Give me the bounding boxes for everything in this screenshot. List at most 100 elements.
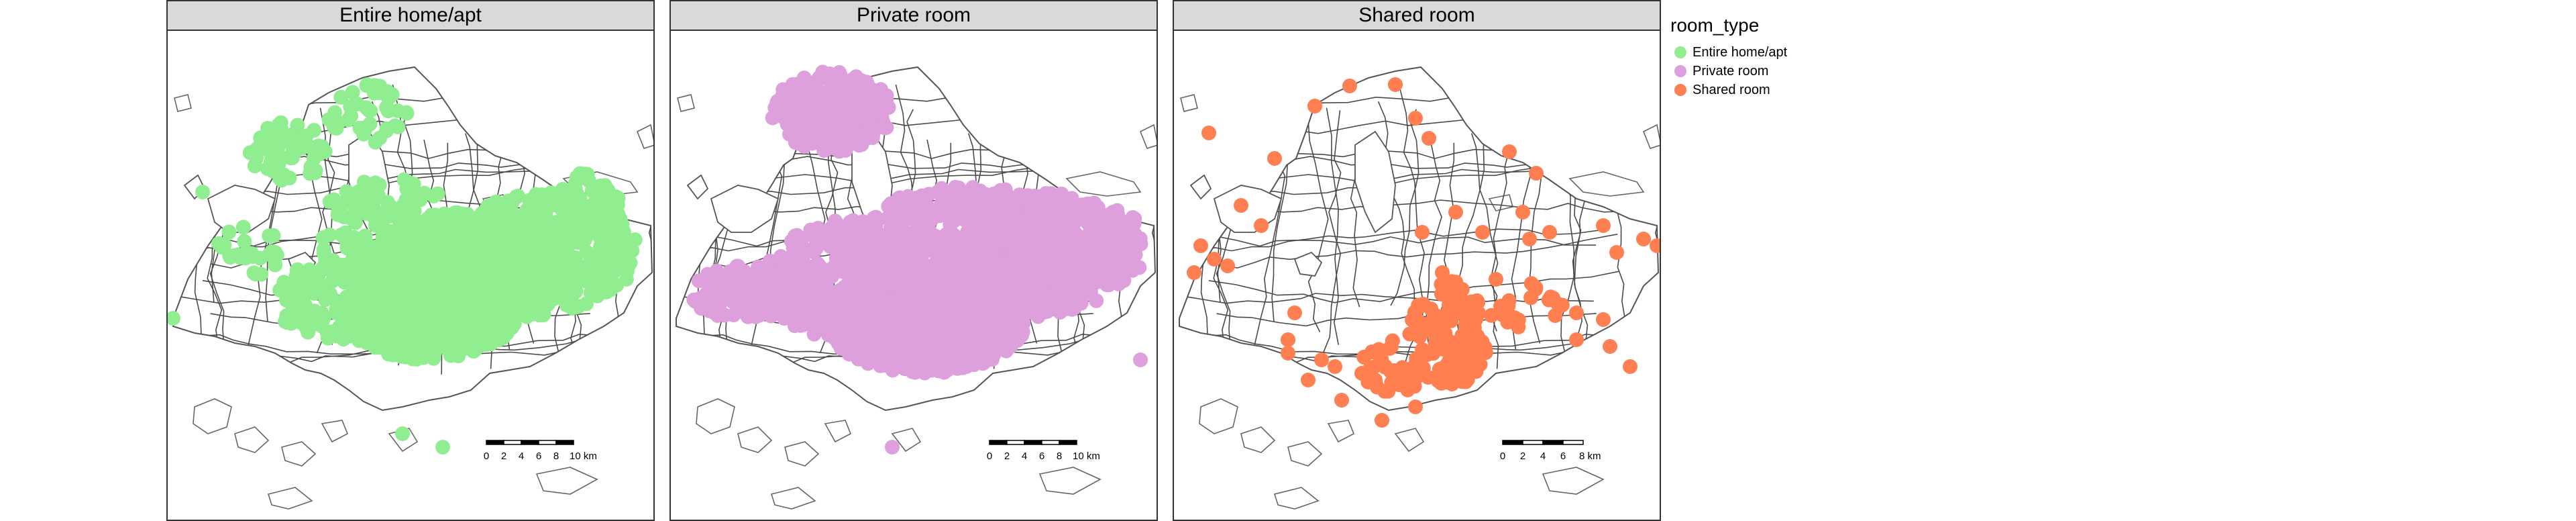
listing-point xyxy=(395,426,410,441)
listing-point xyxy=(303,140,318,155)
listing-point xyxy=(338,194,354,209)
listing-point xyxy=(955,242,970,257)
listing-point xyxy=(553,268,568,283)
listing-point xyxy=(453,258,469,273)
listing-point xyxy=(1034,189,1050,205)
listing-point xyxy=(972,316,987,332)
listing-point xyxy=(1079,214,1095,230)
scale-bar: 0 2 4 6 8 10 km xyxy=(987,440,1100,462)
listing-point xyxy=(1133,352,1148,367)
listing-point xyxy=(1023,230,1038,245)
listing-point xyxy=(1032,272,1047,287)
listing-point xyxy=(610,191,626,206)
listing-point xyxy=(849,220,865,236)
listing-point xyxy=(878,94,894,109)
listing-point xyxy=(400,326,415,342)
listing-point xyxy=(578,230,593,245)
facet-panel-private-room: Private room 0 2 4 6 8 10 km xyxy=(669,0,1158,521)
listing-point xyxy=(284,296,299,312)
listing-point xyxy=(1079,234,1095,250)
listing-point xyxy=(930,337,946,352)
listing-point xyxy=(598,266,614,281)
listing-point xyxy=(998,343,1014,359)
listing-point xyxy=(363,103,378,118)
scale-bar-segment xyxy=(989,440,1008,445)
facet-strip: Private room xyxy=(669,0,1158,31)
listing-point xyxy=(464,281,480,296)
listing-point xyxy=(1010,210,1026,226)
listing-point xyxy=(435,440,450,455)
listing-point xyxy=(571,192,586,207)
listing-point xyxy=(402,258,417,273)
listing-point xyxy=(810,256,825,271)
listing-point xyxy=(302,266,317,281)
listing-point xyxy=(607,216,623,232)
listing-point xyxy=(379,100,394,115)
scale-bar-segment xyxy=(1059,440,1077,445)
listing-point xyxy=(557,284,573,299)
listing-point xyxy=(979,349,994,365)
listing-point xyxy=(275,150,290,165)
scale-bar-label: 6 xyxy=(536,451,541,462)
listing-point xyxy=(867,235,882,250)
listing-point xyxy=(593,283,608,298)
listing-point xyxy=(888,267,904,282)
listing-point xyxy=(485,209,500,225)
scale-bar: 0 2 4 6 8 10 km xyxy=(484,440,597,462)
listing-point xyxy=(385,263,400,278)
listing-point xyxy=(409,294,425,309)
listing-point xyxy=(860,300,875,316)
listing-point xyxy=(351,184,366,199)
listing-point xyxy=(375,275,390,291)
listing-point xyxy=(773,249,789,264)
listing-point xyxy=(970,207,985,223)
facet-title: Entire home/apt xyxy=(339,4,482,26)
listing-point xyxy=(492,310,507,326)
listing-point xyxy=(943,211,958,227)
listing-point xyxy=(1122,258,1137,273)
listing-point xyxy=(942,361,957,376)
listing-point xyxy=(534,187,549,203)
listing-point xyxy=(812,303,827,319)
listing-point xyxy=(572,166,588,181)
listing-point xyxy=(930,351,946,367)
listing-point xyxy=(316,310,331,326)
listing-point xyxy=(1101,207,1116,222)
listing-point xyxy=(796,70,812,86)
listing-point xyxy=(1075,203,1091,218)
listing-point xyxy=(484,323,500,338)
listing-point xyxy=(446,322,462,337)
listing-point xyxy=(486,280,501,295)
listing-point xyxy=(380,305,395,321)
listing-point xyxy=(571,299,586,314)
listing-point xyxy=(503,226,519,241)
listing-point xyxy=(237,234,252,249)
listing-point xyxy=(211,236,226,251)
listing-point xyxy=(859,75,874,90)
listing-point xyxy=(273,115,288,130)
listing-point xyxy=(777,111,793,127)
listing-point xyxy=(531,250,547,265)
listing-point xyxy=(382,208,398,224)
listing-point xyxy=(823,326,839,342)
listing-point xyxy=(1059,301,1074,316)
listing-point xyxy=(578,273,593,289)
listing-point xyxy=(399,105,415,121)
listing-point xyxy=(922,271,938,286)
listing-point xyxy=(323,286,337,301)
listing-point xyxy=(790,251,805,267)
listing-point xyxy=(880,211,895,226)
listing-point xyxy=(788,236,803,251)
facet-strip: Entire home/apt xyxy=(166,0,655,31)
listing-point xyxy=(390,222,406,238)
listing-point xyxy=(446,347,462,363)
listing-point xyxy=(434,243,449,258)
listing-point xyxy=(386,288,402,303)
listing-point xyxy=(865,218,880,233)
listing-point xyxy=(898,255,914,271)
listing-point xyxy=(1087,201,1102,216)
listing-point xyxy=(810,220,826,236)
listing-point xyxy=(368,134,383,150)
listing-point xyxy=(920,357,934,372)
listing-point xyxy=(494,297,509,313)
